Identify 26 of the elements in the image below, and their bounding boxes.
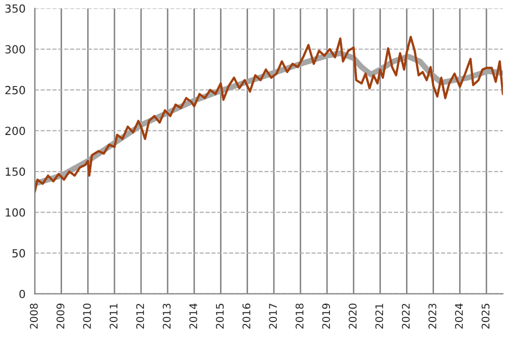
x-tick-label: 2010 [83, 304, 91, 329]
x-tick-label: 2025 [482, 304, 490, 329]
x-tick-label: 2019 [322, 304, 330, 329]
x-tick-label: 2009 [56, 304, 64, 329]
x-tick-label: 2017 [269, 304, 277, 329]
y-tick-label: 50 [12, 249, 26, 258]
x-tick-label: 2024 [455, 303, 463, 329]
x-tick-label: 2008 [30, 304, 38, 329]
x-tick-label: 2014 [189, 303, 198, 329]
y-tick-label: 0 [19, 290, 26, 298]
y-tick-label: 350 [5, 4, 26, 13]
y-tick-label: 250 [5, 86, 26, 94]
y-tick-label: 150 [6, 167, 26, 176]
x-tick-label: 2021 [375, 304, 384, 329]
x-tick-label: 2012 [136, 304, 144, 329]
x-tick-label: 2023 [428, 304, 436, 329]
y-tick-label: 200 [5, 126, 26, 136]
x-tick-label: 2018 [296, 304, 304, 329]
x-tick-label: 2020 [348, 304, 357, 329]
y-tick-label: 100 [6, 208, 26, 217]
x-tick-label: 2016 [242, 304, 250, 329]
x-tick-label: 2011 [110, 304, 118, 329]
y-tick-label: 300 [5, 45, 26, 54]
x-tick-label: 2022 [402, 304, 410, 329]
x-tick-label: 2013 [162, 304, 171, 329]
x-tick-label: 2015 [216, 304, 224, 329]
